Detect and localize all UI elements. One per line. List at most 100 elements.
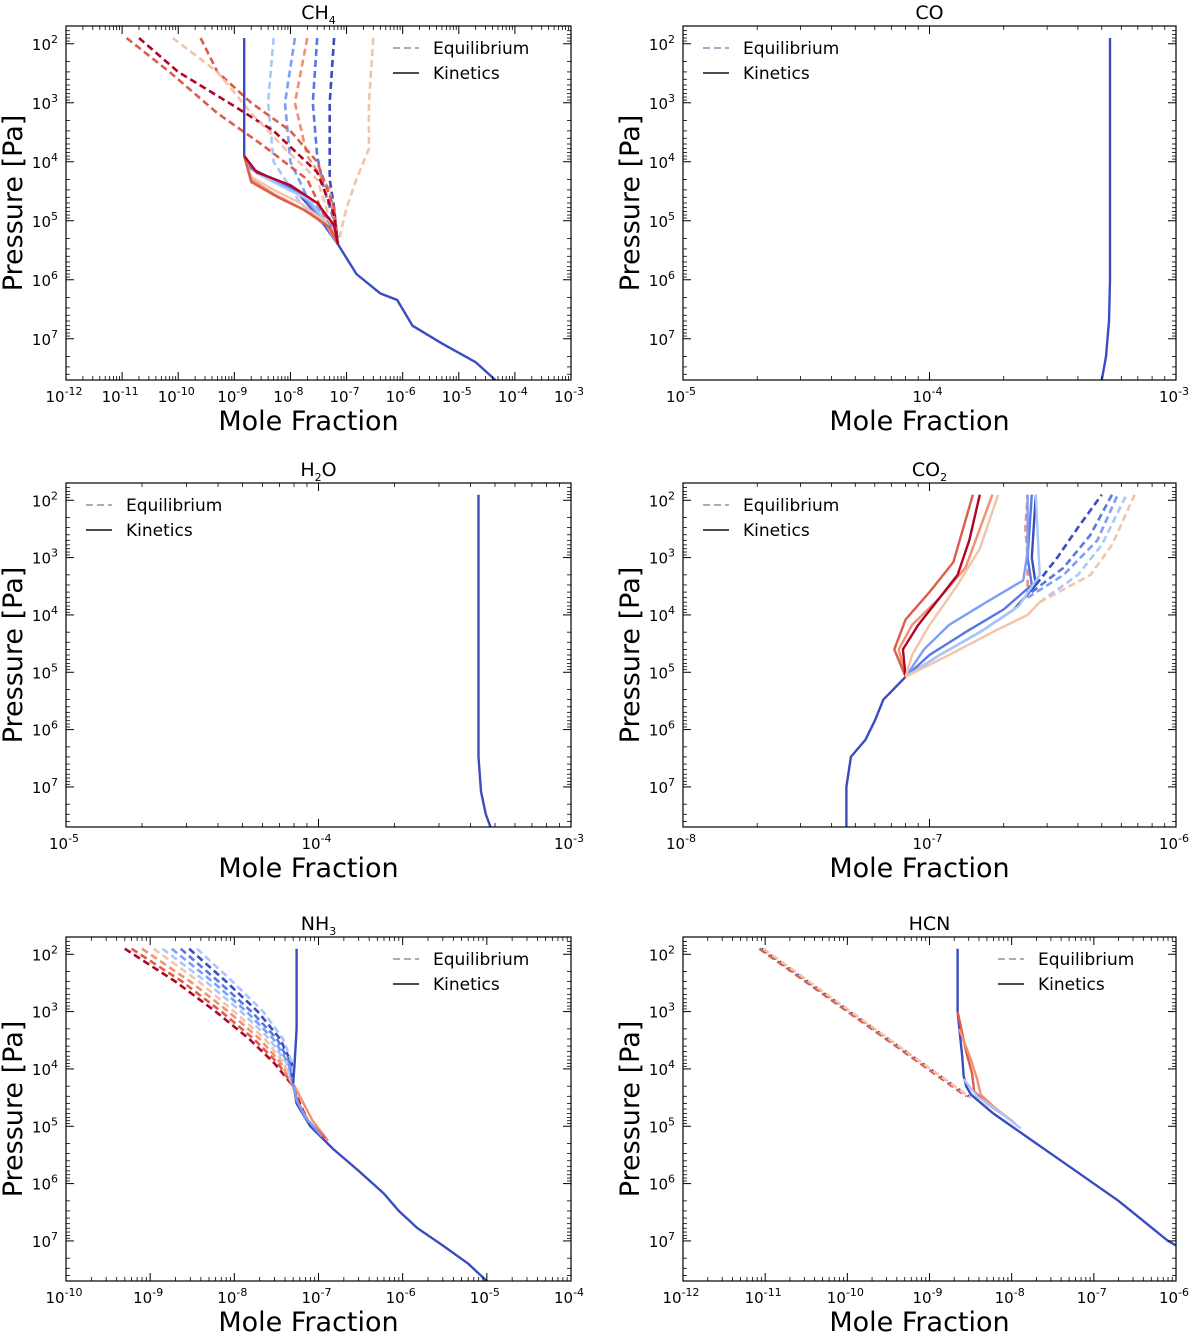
x-tick-label: 10-9 xyxy=(217,385,247,406)
x-tick-label: 10-9 xyxy=(133,1286,163,1307)
y-tick-label: 106 xyxy=(649,269,675,290)
y-tick-label: 105 xyxy=(32,210,58,231)
x-tick-label: 10-10 xyxy=(158,385,195,406)
x-tick-label: 10-6 xyxy=(1159,832,1189,853)
panel-title: HCN xyxy=(909,913,951,935)
kinetics-line xyxy=(1100,38,1112,380)
legend-equilibrium-label: Equilibrium xyxy=(1038,950,1134,970)
equilibrium-line xyxy=(758,947,967,1098)
y-tick-label: 106 xyxy=(32,719,58,740)
panel-title: CO2 xyxy=(912,459,947,484)
legend: Equilibrium Kinetics xyxy=(998,950,1134,995)
plot-area xyxy=(1100,38,1112,380)
panel-nh3: 10-10 10-9 10-8 10-7 10-6 10-5 10-4 102 103 104 10… xyxy=(0,913,584,1338)
y-tick-label: 107 xyxy=(649,776,675,797)
x-tick-label: 10-11 xyxy=(745,1286,782,1307)
legend-kinetics-label: Kinetics xyxy=(126,521,193,541)
x-tick-label: 10-6 xyxy=(386,385,416,406)
legend-kinetics-label: Kinetics xyxy=(433,64,500,84)
equilibrium-line xyxy=(1039,494,1136,604)
panel-title: H2O xyxy=(300,459,336,484)
legend-equilibrium-label: Equilibrium xyxy=(743,39,839,59)
kinetics-line xyxy=(291,948,488,1281)
y-tick-label: 104 xyxy=(32,604,58,625)
y-tick-label: 107 xyxy=(32,776,58,797)
equilibrium-line xyxy=(130,947,295,1087)
y-tick-label: 102 xyxy=(649,943,675,964)
y-tick-label: 104 xyxy=(649,1058,675,1079)
x-tick-label: 10-7 xyxy=(1077,1286,1107,1307)
y-axis-label: Pressure [Pa] xyxy=(615,115,646,292)
panel-title: CH4 xyxy=(301,2,336,27)
equilibrium-line xyxy=(1026,494,1119,599)
x-tick-label: 10-5 xyxy=(470,1286,500,1307)
legend: Equilibrium Kinetics xyxy=(393,950,529,995)
y-tick-label: 102 xyxy=(649,489,675,510)
x-tick-label: 10-8 xyxy=(666,832,696,853)
kinetics-line xyxy=(962,1078,1022,1130)
kinetics-line xyxy=(956,1011,1013,1122)
x-tick-label: 10-8 xyxy=(273,385,303,406)
legend: Equilibrium Kinetics xyxy=(703,39,839,84)
x-tick-label: 10-10 xyxy=(827,1286,864,1307)
kinetics-line xyxy=(901,494,981,677)
x-tick-label: 10-5 xyxy=(666,385,696,406)
x-axis-label: Mole Fraction xyxy=(829,1307,1009,1338)
y-tick-label: 103 xyxy=(32,547,58,568)
equilibrium-line xyxy=(196,947,295,1087)
equilibrium-line xyxy=(161,947,295,1087)
legend-kinetics-label: Kinetics xyxy=(743,521,810,541)
equilibrium-line xyxy=(141,947,295,1087)
y-tick-label: 107 xyxy=(649,328,675,349)
x-tick-label: 10-9 xyxy=(912,1286,942,1307)
panel-title: CO xyxy=(915,2,943,24)
y-tick-label: 107 xyxy=(32,1230,58,1251)
panel-hcn: 10-12 10-11 10-10 10-9 10-8 10-7 10-6 102 103 104… xyxy=(615,913,1189,1338)
x-tick-label: 10-8 xyxy=(217,1286,247,1307)
kinetics-line xyxy=(905,601,1041,678)
plot-area xyxy=(477,494,492,827)
x-tick-label: 10-7 xyxy=(912,832,942,853)
y-tick-label: 103 xyxy=(649,547,675,568)
equilibrium-line xyxy=(152,947,295,1087)
plot-area xyxy=(845,493,1136,827)
legend-equilibrium-label: Equilibrium xyxy=(126,496,222,516)
y-axis-label: Pressure [Pa] xyxy=(0,115,29,292)
legend-kinetics-label: Kinetics xyxy=(743,64,810,84)
x-tick-label: 10-12 xyxy=(45,385,82,406)
x-tick-label: 10-10 xyxy=(45,1286,82,1307)
x-tick-label: 10-4 xyxy=(498,385,528,406)
panel-h2o: 10-5 10-4 10-3 102 103 104 105 106 107 H2O Mole Fr… xyxy=(0,459,584,884)
x-tick-label: 10-4 xyxy=(301,832,331,853)
x-tick-label: 10-4 xyxy=(554,1286,584,1307)
equilibrium-line xyxy=(179,947,295,1087)
legend-kinetics-label: Kinetics xyxy=(433,975,500,995)
equilibrium-line xyxy=(170,947,295,1087)
y-tick-label: 105 xyxy=(649,661,675,682)
plot-area xyxy=(124,947,488,1281)
x-tick-label: 10-3 xyxy=(554,832,584,853)
y-axis-label: Pressure [Pa] xyxy=(615,567,646,744)
equilibrium-line xyxy=(283,37,340,245)
equilibrium-line xyxy=(138,37,340,245)
y-tick-label: 104 xyxy=(32,1058,58,1079)
x-tick-label: 10-12 xyxy=(662,1286,699,1307)
kinetics-line xyxy=(904,494,1000,678)
y-tick-label: 107 xyxy=(32,328,58,349)
x-tick-label: 10-4 xyxy=(912,385,942,406)
y-tick-label: 104 xyxy=(649,151,675,172)
legend: Equilibrium Kinetics xyxy=(703,496,839,541)
y-tick-label: 103 xyxy=(32,92,58,113)
legend-equilibrium-label: Equilibrium xyxy=(743,496,839,516)
x-axis-label: Mole Fraction xyxy=(829,853,1009,884)
x-axis-label: Mole Fraction xyxy=(218,1307,398,1338)
kinetics-line xyxy=(845,494,1038,827)
panel-title: NH3 xyxy=(301,913,337,938)
y-tick-label: 104 xyxy=(32,151,58,172)
equilibrium-line xyxy=(172,36,340,245)
kinetics-line xyxy=(897,494,994,678)
kinetics-line xyxy=(956,948,1176,1247)
plot-area xyxy=(125,36,497,380)
kinetics-line xyxy=(292,1083,330,1142)
y-tick-label: 102 xyxy=(32,33,58,54)
